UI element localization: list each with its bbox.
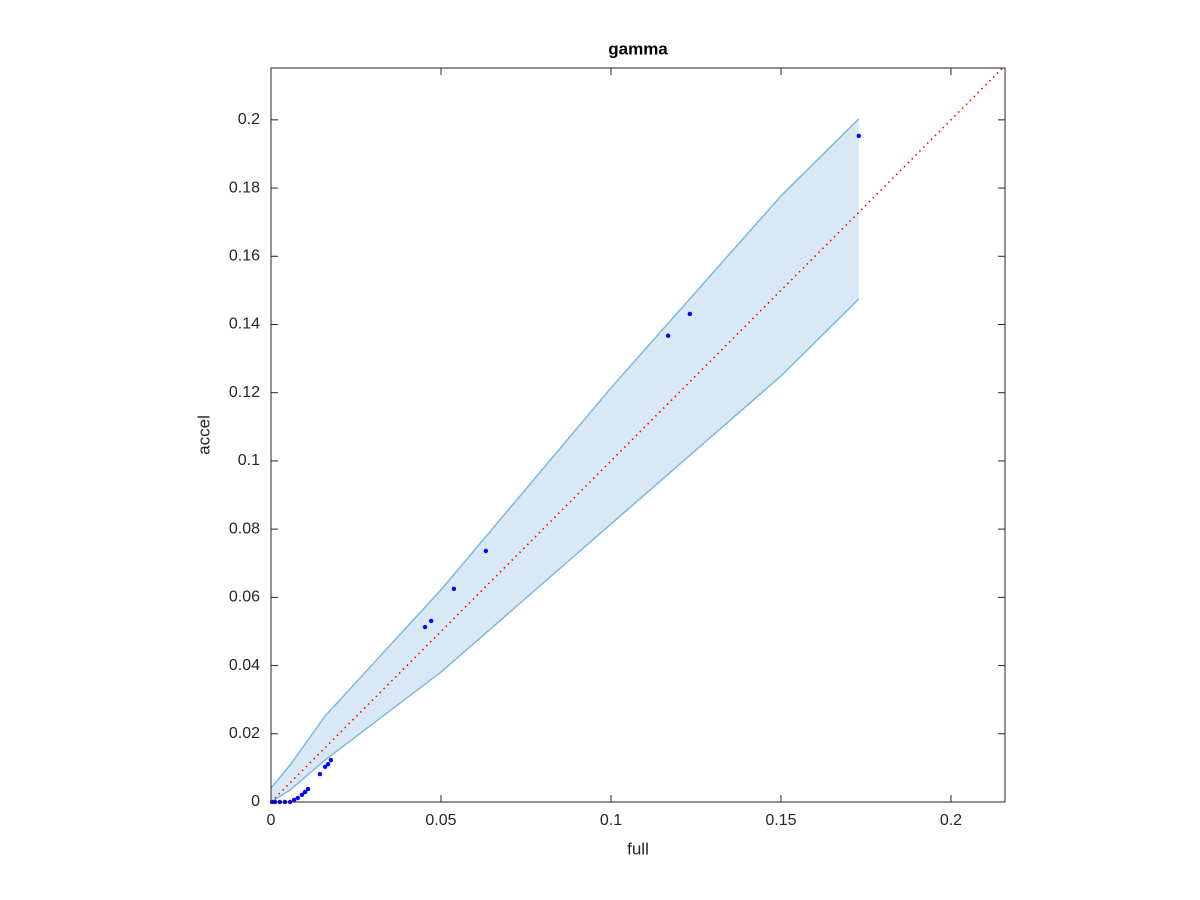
y-tick-label: 0.04 [229,657,260,674]
y-tick-label: 0.08 [229,520,260,537]
data-point [291,797,297,803]
y-tick-label: 0 [251,793,260,810]
data-point [856,133,862,139]
y-tick-label: 0.16 [229,247,260,264]
data-point [687,311,693,317]
x-axis-label: full [627,839,649,858]
data-point [325,761,331,767]
data-point [322,764,328,770]
band-upper [271,118,860,789]
data-point [665,333,671,338]
data-point [451,586,457,592]
x-tick-label: 0.05 [425,812,456,829]
data-point [305,786,311,792]
data-point [422,624,428,630]
plot-area [271,68,1004,802]
y-tick-label: 0.2 [238,111,260,128]
x-tick-label: 0 [267,812,276,829]
y-tick-label: 0.14 [229,316,260,333]
x-tick-label: 0.1 [600,812,622,829]
data-point [428,618,434,624]
y-tick-label: 0.06 [229,589,260,606]
band-lower [271,298,860,802]
axes-box [270,67,1006,803]
data-point [299,792,305,798]
x-tick-label: 0.15 [765,812,796,829]
data-point [317,771,323,777]
y-tick-label: 0.12 [229,384,260,401]
y-axis-label: accel [194,415,213,455]
chart-title: gamma [608,39,668,58]
data-point [483,548,489,554]
band-area [271,118,859,802]
x-tick-label: 0.2 [940,812,962,829]
y-tick-label: 0.02 [229,725,260,742]
data-point [328,757,334,763]
data-point [295,795,301,801]
y-tick-label: 0.18 [229,179,260,196]
data-point [302,789,308,795]
y-tick-label: 0.1 [238,452,260,469]
